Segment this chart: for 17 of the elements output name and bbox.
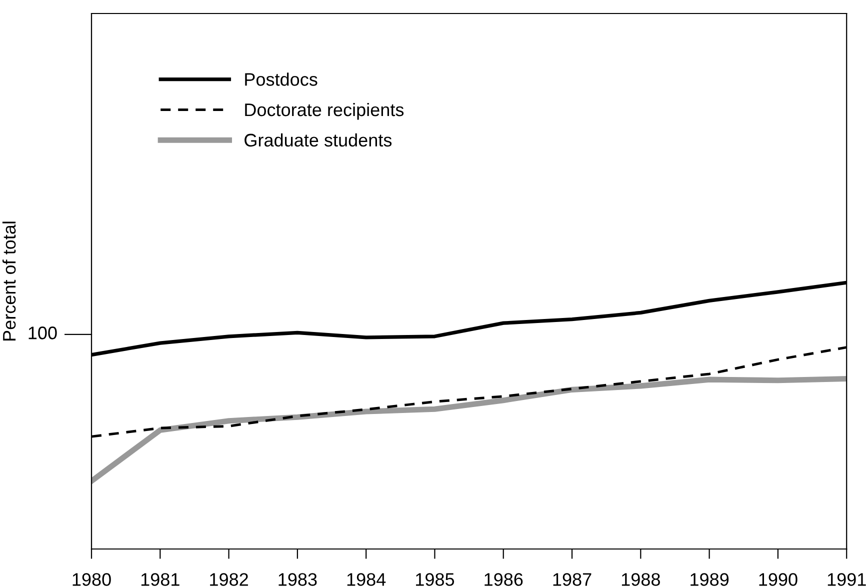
legend-label: Doctorate recipients bbox=[245, 102, 404, 120]
x-tick-label: 1987 bbox=[553, 573, 592, 586]
x-tick-label: 1983 bbox=[278, 573, 317, 586]
y-axis-title: Percent of total bbox=[2, 222, 16, 340]
x-tick-label: 1989 bbox=[690, 573, 729, 586]
x-tick-label: 1988 bbox=[622, 573, 660, 586]
x-tick-label: 1991 bbox=[828, 573, 866, 586]
x-tick-label: 1981 bbox=[141, 573, 180, 586]
x-tick-label: 1980 bbox=[72, 573, 111, 586]
x-tick-label: 1990 bbox=[759, 573, 798, 586]
x-tick-label: 1986 bbox=[484, 573, 523, 586]
legend-label: Graduate students bbox=[244, 133, 392, 147]
x-tick-label: 1984 bbox=[347, 573, 386, 586]
text: 100 bbox=[28, 326, 57, 340]
x-tick-label: 1982 bbox=[210, 573, 248, 586]
legend-label: Postdocs bbox=[245, 72, 318, 86]
x-tick-label: 1985 bbox=[416, 573, 454, 586]
